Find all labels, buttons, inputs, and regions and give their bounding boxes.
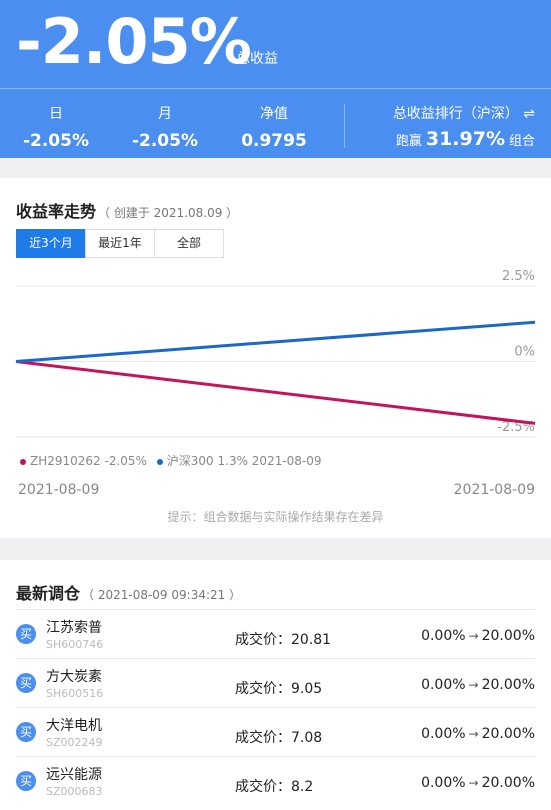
stat-day: 日 -2.05% xyxy=(6,104,106,152)
chart-legend: ZH2910262 -2.05% 沪深300 1.3% 2021-08-09 xyxy=(20,452,328,469)
x-start-date: 2021-08-09 xyxy=(18,482,100,498)
weight-from: 0.00% xyxy=(421,628,466,644)
trend-created: （ 创建于 2021.08.09 ） xyxy=(98,206,239,220)
stock-name[interactable]: 方大炭素 xyxy=(46,669,102,685)
legend-item-index: 沪深300 1.3% 2021-08-09 xyxy=(156,454,322,468)
rebalance-row[interactable]: 买 江苏索普 SH600746 成交价：20.81 0.00% → 20.00% xyxy=(16,609,535,658)
rank-suffix: 组合 xyxy=(508,134,535,149)
trend-title: 收益率走势（ 创建于 2021.08.09 ） xyxy=(16,198,238,222)
tab-3-months[interactable]: 近3个月 xyxy=(16,229,86,258)
legend-dot-index xyxy=(156,458,163,465)
legend-text-portfolio: ZH2910262 -2.05% xyxy=(30,454,147,468)
rebalance-card: 最新调仓（ 2021-08-09 09:34:21 ） 买 江苏索普 SH600… xyxy=(0,560,551,810)
price-value: 9.05 xyxy=(291,681,323,697)
summary-header: -2.05% 总收益 日 -2.05% 月 -2.05% 净值 0.9795 总… xyxy=(0,0,551,158)
stock-code: SZ000683 xyxy=(46,785,103,798)
weight-to: 20.00% xyxy=(481,775,535,791)
arrow-right-icon: → xyxy=(468,776,479,790)
legend-dot-portfolio xyxy=(20,458,26,465)
arrow-right-icon: → xyxy=(468,727,479,741)
stock-name[interactable]: 大洋电机 xyxy=(46,718,102,734)
stat-month: 月 -2.05% xyxy=(115,104,215,152)
price-value: 7.08 xyxy=(291,730,323,746)
stock-name[interactable]: 江苏索普 xyxy=(46,620,102,636)
rebalance-row[interactable]: 买 大洋电机 SZ002249 成交价：7.08 0.00% → 20.00% xyxy=(16,707,535,756)
buy-badge: 买 xyxy=(16,624,36,644)
stock-name[interactable]: 远兴能源 xyxy=(46,767,102,783)
weight-change: 0.00% → 20.00% xyxy=(421,775,535,791)
stat-divider xyxy=(344,104,345,148)
y-tick-label: 2.5% xyxy=(502,269,535,284)
stat-month-value: -2.05% xyxy=(131,131,199,151)
stock-code: SZ002249 xyxy=(46,736,103,749)
rebalance-title-text: 最新调仓 xyxy=(16,584,81,603)
rank-prefix: 跑赢 xyxy=(395,134,422,149)
y-tick-label: 0% xyxy=(514,345,535,360)
buy-badge: 买 xyxy=(16,771,36,791)
price-prefix: 成交价： xyxy=(235,779,291,795)
stat-nav-value: 0.9795 xyxy=(241,131,307,151)
swap-icon[interactable]: ⇌ xyxy=(523,106,535,122)
rank-block[interactable]: 总收益排行（沪深） ⇌ 跑赢 31.97% 组合 xyxy=(393,104,535,153)
deal-price: 成交价：9.05 xyxy=(235,678,322,698)
stock-code: SH600516 xyxy=(46,687,104,700)
header-divider xyxy=(0,88,551,89)
arrow-right-icon: → xyxy=(468,629,479,643)
rebalance-title: 最新调仓（ 2021-08-09 09:34:21 ） xyxy=(16,580,241,604)
series-line-portfolio xyxy=(15,360,536,425)
weight-from: 0.00% xyxy=(421,677,466,693)
rebalance-row[interactable]: 买 远兴能源 SZ000683 成交价：8.2 0.00% → 20.00% xyxy=(16,756,535,805)
weight-change: 0.00% → 20.00% xyxy=(421,628,535,644)
weight-from: 0.00% xyxy=(421,775,466,791)
series-line-index xyxy=(15,320,536,363)
deal-price: 成交价：20.81 xyxy=(235,629,331,649)
buy-badge: 买 xyxy=(16,722,36,742)
price-value: 8.2 xyxy=(291,779,314,795)
stat-month-label: 月 xyxy=(158,106,172,122)
x-end-date: 2021-08-09 xyxy=(453,482,535,498)
price-value: 20.81 xyxy=(291,632,332,648)
disclaimer-tip: 提示：组合数据与实际操作结果存在差异 xyxy=(167,510,384,524)
weight-change: 0.00% → 20.00% xyxy=(421,726,535,742)
trend-card: 收益率走势（ 创建于 2021.08.09 ） 近3个月 最近1年 全部 2.5… xyxy=(0,178,551,538)
stat-nav: 净值 0.9795 xyxy=(224,104,324,152)
total-return-value: -2.05% xyxy=(16,5,252,78)
weight-to: 20.00% xyxy=(481,628,535,644)
stat-nav-label: 净值 xyxy=(260,106,288,122)
legend-text-index: 沪深300 1.3% 2021-08-09 xyxy=(166,454,322,468)
stat-day-label: 日 xyxy=(49,106,63,122)
weight-change: 0.00% → 20.00% xyxy=(421,677,535,693)
rebalance-time: （ 2021-08-09 09:34:21 ） xyxy=(82,588,242,602)
price-prefix: 成交价： xyxy=(235,632,291,648)
stock-code: SH600746 xyxy=(46,638,104,651)
deal-price: 成交价：8.2 xyxy=(235,776,313,796)
buy-badge: 买 xyxy=(16,673,36,693)
legend-item-portfolio: ZH2910262 -2.05% xyxy=(20,454,147,468)
weight-to: 20.00% xyxy=(481,726,535,742)
weight-from: 0.00% xyxy=(421,726,466,742)
deal-price: 成交价：7.08 xyxy=(235,727,322,747)
trend-title-text: 收益率走势 xyxy=(16,202,97,221)
total-return-label: 总收益 xyxy=(236,51,278,67)
arrow-right-icon: → xyxy=(468,678,479,692)
price-prefix: 成交价： xyxy=(235,730,291,746)
stat-day-value: -2.05% xyxy=(22,131,90,151)
rank-label: 总收益排行（沪深） xyxy=(392,106,519,122)
tab-1-year[interactable]: 最近1年 xyxy=(85,229,155,258)
rank-value: 31.97% xyxy=(425,128,505,150)
weight-to: 20.00% xyxy=(481,677,535,693)
range-tabs: 近3个月 最近1年 全部 xyxy=(16,229,224,258)
tab-all[interactable]: 全部 xyxy=(154,229,224,258)
return-chart: 2.5%0%-2.5% xyxy=(15,269,536,438)
price-prefix: 成交价： xyxy=(235,681,291,697)
rebalance-row[interactable]: 买 方大炭素 SH600516 成交价：9.05 0.00% → 20.00% xyxy=(16,658,535,707)
